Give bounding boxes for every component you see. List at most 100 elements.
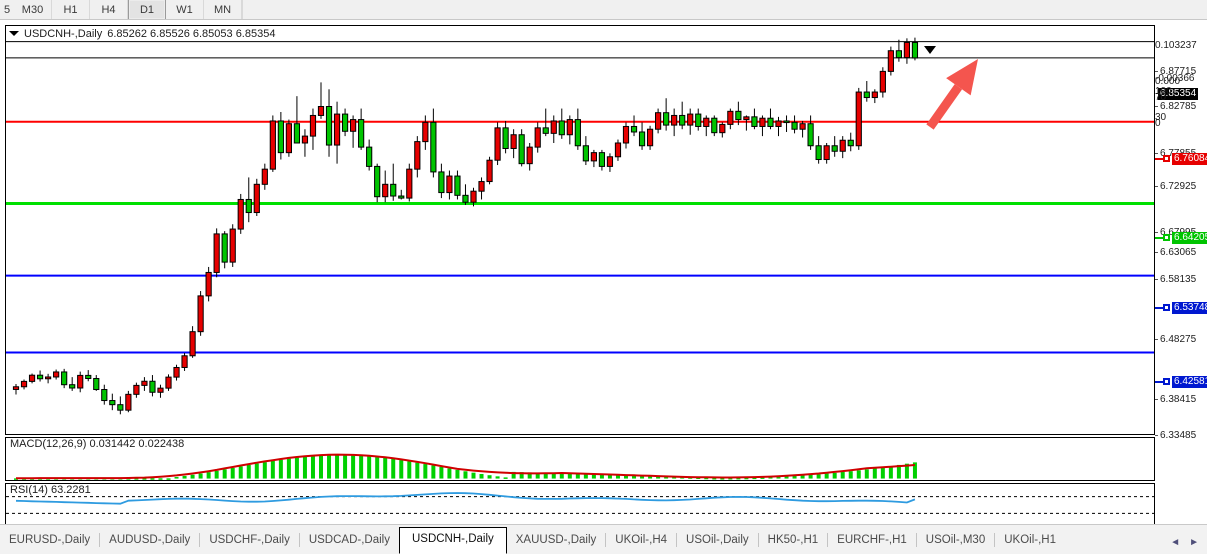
candle	[125, 390, 132, 413]
level-price-label[interactable]: 6.64205	[1172, 232, 1207, 244]
symbol-tab-usoilm30[interactable]: USOil-,M30	[925, 533, 986, 546]
chevron-down-icon[interactable]	[9, 31, 19, 36]
timeframe-button-m30[interactable]: M30	[14, 0, 52, 19]
candle	[181, 353, 188, 371]
macd-histogram-bar	[712, 478, 717, 480]
candle	[775, 116, 782, 137]
rsi-line	[15, 492, 916, 505]
candle	[486, 156, 493, 185]
tabbar-nav: ◄ ►	[1160, 537, 1207, 554]
timeframe-button-w1[interactable]: W1	[166, 0, 204, 19]
level-price-label[interactable]: 6.42581	[1172, 376, 1207, 388]
timeframe-button-h4[interactable]: H4	[90, 0, 128, 19]
macd-histogram-bar	[864, 469, 869, 479]
symbol-tab-xauusddaily[interactable]: XAUUSD-,Daily	[515, 533, 597, 546]
symbol-tab-ukoilh4[interactable]: UKOil-,H4	[615, 533, 668, 546]
symbol-tab-usdcaddaily[interactable]: USDCAD-,Daily	[308, 533, 390, 546]
symbol-tab-ukoilh1[interactable]: UKOil-,H1	[1004, 533, 1056, 546]
indicator-scale-label: 0.000	[1155, 76, 1181, 87]
candlestick-canvas	[6, 37, 1154, 415]
macd-histogram-bar	[495, 476, 500, 479]
macd-histogram-bar	[511, 471, 516, 479]
tab-prev-icon[interactable]: ◄	[1170, 537, 1181, 548]
candle	[382, 170, 389, 203]
macd-histogram-bar	[230, 467, 235, 479]
tab-next-icon[interactable]: ►	[1189, 537, 1199, 548]
price-scale[interactable]: 6.877156.827856.778556.729256.679956.630…	[1155, 25, 1207, 505]
level-drag-handle[interactable]	[1163, 378, 1170, 385]
level-drag-handle[interactable]	[1163, 234, 1170, 241]
macd-histogram-bar	[543, 472, 548, 479]
candle	[799, 120, 806, 138]
candle	[77, 371, 84, 393]
macd-histogram-bar	[672, 476, 677, 479]
rsi-title: RSI(14) 63.2281	[10, 484, 91, 496]
macd-histogram-bar	[423, 464, 428, 479]
timeframe-button-d1[interactable]: D1	[128, 0, 166, 19]
macd-histogram-bar	[720, 478, 725, 480]
candle	[36, 370, 44, 382]
candle	[101, 384, 108, 405]
level-drag-handle[interactable]	[1163, 155, 1170, 162]
symbol-tab-usdcnhdaily[interactable]: USDCNH-,Daily	[398, 527, 507, 554]
macd-pane[interactable]: MACD(12,26,9) 0.031442 0.022438	[5, 437, 1155, 481]
candle	[398, 189, 405, 200]
price-pane[interactable]: USDCNH-,Daily 6.85262 6.85526 6.85053 6.…	[5, 25, 1155, 435]
symbol-tab-usoildaily[interactable]: USOil-,Daily	[686, 533, 749, 546]
symbol-tab-audusddaily[interactable]: AUDUSD-,Daily	[109, 533, 191, 546]
bid-price-label[interactable]: 6.85354	[1158, 88, 1199, 100]
tab-separator	[757, 533, 759, 547]
candle	[229, 224, 236, 267]
candle	[743, 115, 750, 131]
candle	[446, 170, 453, 200]
level-line-stub	[1155, 307, 1169, 309]
candle	[566, 115, 573, 145]
symbol-tab-eurusddaily[interactable]: EURUSD-,Daily	[9, 533, 91, 546]
macd-histogram-bar	[351, 455, 356, 479]
rsi-pane[interactable]: RSI(14) 63.2281	[5, 483, 1155, 527]
candle	[839, 136, 846, 159]
candle	[301, 129, 309, 157]
candle	[374, 163, 381, 203]
timeframe-button-5[interactable]: 5	[0, 0, 14, 19]
macd-histogram-bar	[222, 469, 227, 479]
macd-histogram-bar	[632, 475, 637, 479]
candle	[253, 178, 260, 216]
candle	[261, 163, 268, 190]
level-drag-handle[interactable]	[1163, 304, 1170, 311]
symbol-tab-usdchfdaily[interactable]: USDCHF-,Daily	[209, 533, 290, 546]
candle	[149, 375, 156, 397]
macd-signal-line	[16, 453, 915, 480]
macd-histogram-bar	[551, 473, 556, 479]
chart-window[interactable]: USDCNH-,Daily 6.85262 6.85526 6.85053 6.…	[0, 22, 1207, 541]
candle	[325, 89, 333, 157]
candle	[695, 108, 702, 131]
candle	[614, 139, 622, 161]
candle	[341, 108, 349, 137]
macd-histogram-bar	[439, 466, 444, 479]
macd-histogram-bar	[752, 477, 757, 480]
candle	[366, 139, 373, 171]
timeframe-button-mn[interactable]: MN	[204, 0, 242, 19]
candle	[237, 193, 244, 234]
timeframe-button-h1[interactable]: H1	[52, 0, 90, 19]
candle	[751, 108, 758, 130]
candle	[526, 142, 533, 171]
macd-histogram-bar	[238, 466, 243, 479]
candle	[53, 369, 60, 380]
candle	[462, 184, 469, 205]
candle	[807, 115, 814, 150]
level-price-label[interactable]: 6.53748	[1172, 302, 1207, 314]
symbol-tab-eurchfh1[interactable]: EURCHF-,H1	[837, 533, 907, 546]
macd-histogram-bar	[808, 474, 813, 479]
macd-histogram-bar	[278, 459, 283, 479]
macd-histogram-bar	[327, 455, 332, 479]
macd-histogram-bar	[375, 457, 380, 479]
candle	[277, 112, 284, 160]
symbol-tab-hk50h1[interactable]: HK50-,H1	[767, 533, 819, 546]
level-price-label[interactable]: 6.76084	[1172, 153, 1207, 165]
timeframe-toolbar: 5 M30 H1 H4 D1 W1 MN	[0, 0, 1207, 20]
macd-histogram-bar	[640, 475, 645, 479]
macd-histogram-bar	[302, 456, 307, 479]
